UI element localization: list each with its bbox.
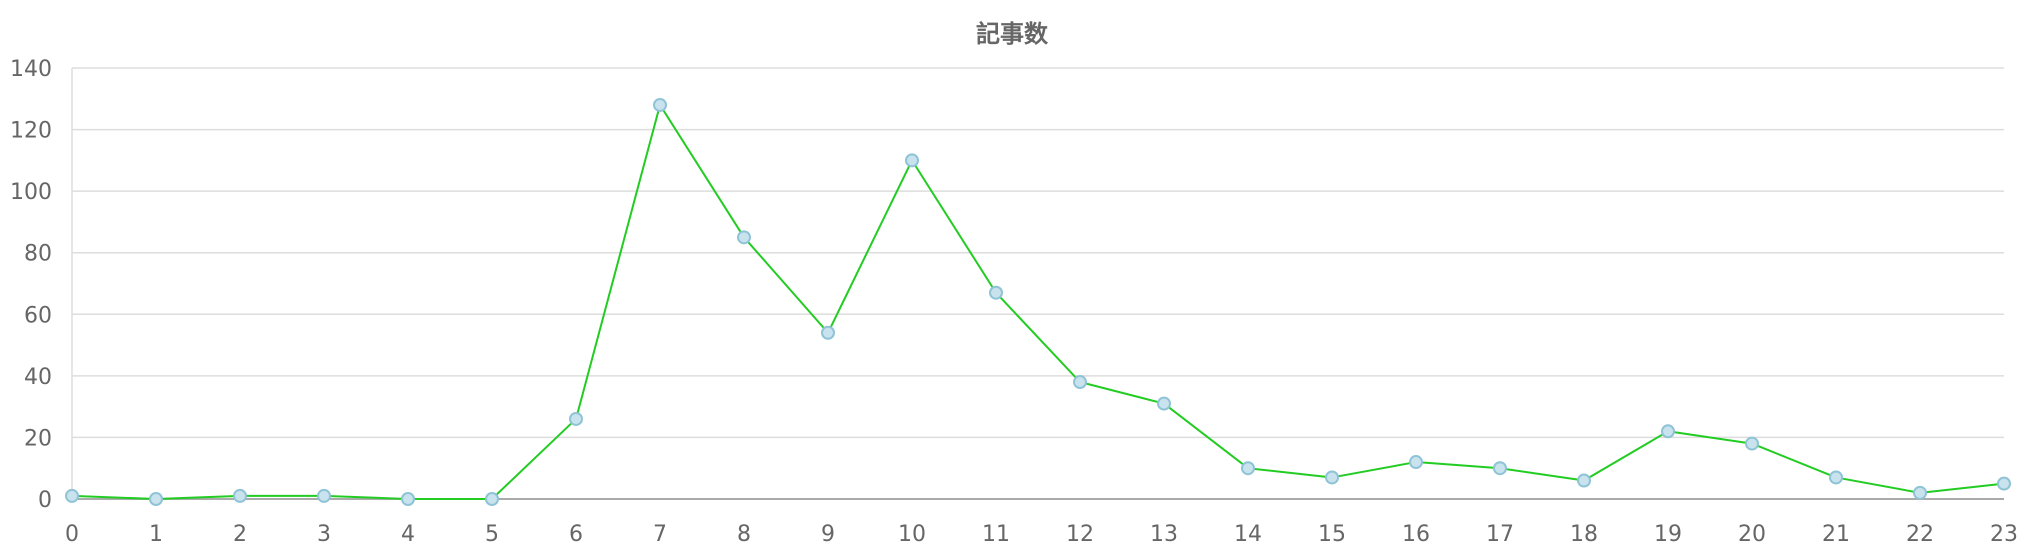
data-series [71,103,2005,500]
x-tick-label: 16 [1402,522,1430,547]
data-point[interactable] [1913,485,1927,500]
x-tick-label: 10 [898,522,926,547]
data-point[interactable] [821,325,835,340]
x-tick-label: 8 [737,522,751,547]
data-point[interactable] [65,488,79,503]
y-tick-labels: 0 20 40 60 80 100 120 140 [10,57,52,513]
data-points [65,97,2011,506]
data-point[interactable] [569,411,583,426]
y-tick-label: 100 [10,180,52,205]
x-tick-label: 15 [1318,522,1346,547]
data-point[interactable] [989,285,1003,300]
x-tick-label: 13 [1150,522,1178,547]
x-tick-label: 22 [1906,522,1934,547]
y-tick-label: 40 [24,365,52,390]
data-point[interactable] [1409,455,1423,470]
y-tick-label: 60 [24,303,52,328]
x-tick-label: 23 [1990,522,2018,547]
x-tick-label: 19 [1654,522,1682,547]
x-tick-label: 0 [65,522,79,547]
x-tick-labels: 0 1 2 3 4 5 6 7 8 9 10 11 12 13 14 15 16 17 18 19 20 21 22 23 [65,522,2018,547]
data-point[interactable] [1829,470,1843,485]
x-tick-label: 17 [1486,522,1514,547]
data-point[interactable] [1241,461,1255,476]
x-tick-label: 1 [149,522,163,547]
series-line [71,103,2005,500]
x-tick-label: 21 [1822,522,1850,547]
data-point[interactable] [1997,476,2011,491]
x-tick-label: 6 [569,522,583,547]
x-tick-label: 3 [317,522,331,547]
y-tick-label: 140 [10,57,52,82]
data-point[interactable] [653,97,667,112]
data-point[interactable] [905,153,919,168]
y-tick-label: 80 [24,242,52,267]
y-tick-label: 20 [24,426,52,451]
x-tick-label: 20 [1738,522,1766,547]
x-tick-label: 9 [821,522,835,547]
data-point[interactable] [1157,396,1171,411]
data-point[interactable] [1745,436,1759,451]
data-point[interactable] [1661,424,1675,439]
grid-lines [72,67,2004,439]
data-point[interactable] [1325,470,1339,485]
x-tick-label: 7 [653,522,667,547]
x-tick-label: 4 [401,522,415,547]
chart-title: 記事数 [976,20,1049,48]
x-tick-label: 14 [1234,522,1262,547]
data-point[interactable] [737,230,751,245]
data-point[interactable] [317,488,331,503]
data-point[interactable] [401,492,415,506]
data-point[interactable] [1073,375,1087,390]
x-tick-label: 12 [1066,522,1094,547]
y-tick-label: 120 [10,119,52,144]
data-point[interactable] [233,488,247,503]
y-tick-label: 0 [38,488,52,513]
x-tick-label: 11 [982,522,1010,547]
x-tick-label: 18 [1570,522,1598,547]
data-point[interactable] [1493,461,1507,476]
x-tick-label: 5 [485,522,499,547]
data-point[interactable] [485,492,499,506]
data-point[interactable] [149,492,163,506]
axes [71,68,2004,500]
x-tick-label: 2 [233,522,247,547]
data-point[interactable] [1577,473,1591,488]
